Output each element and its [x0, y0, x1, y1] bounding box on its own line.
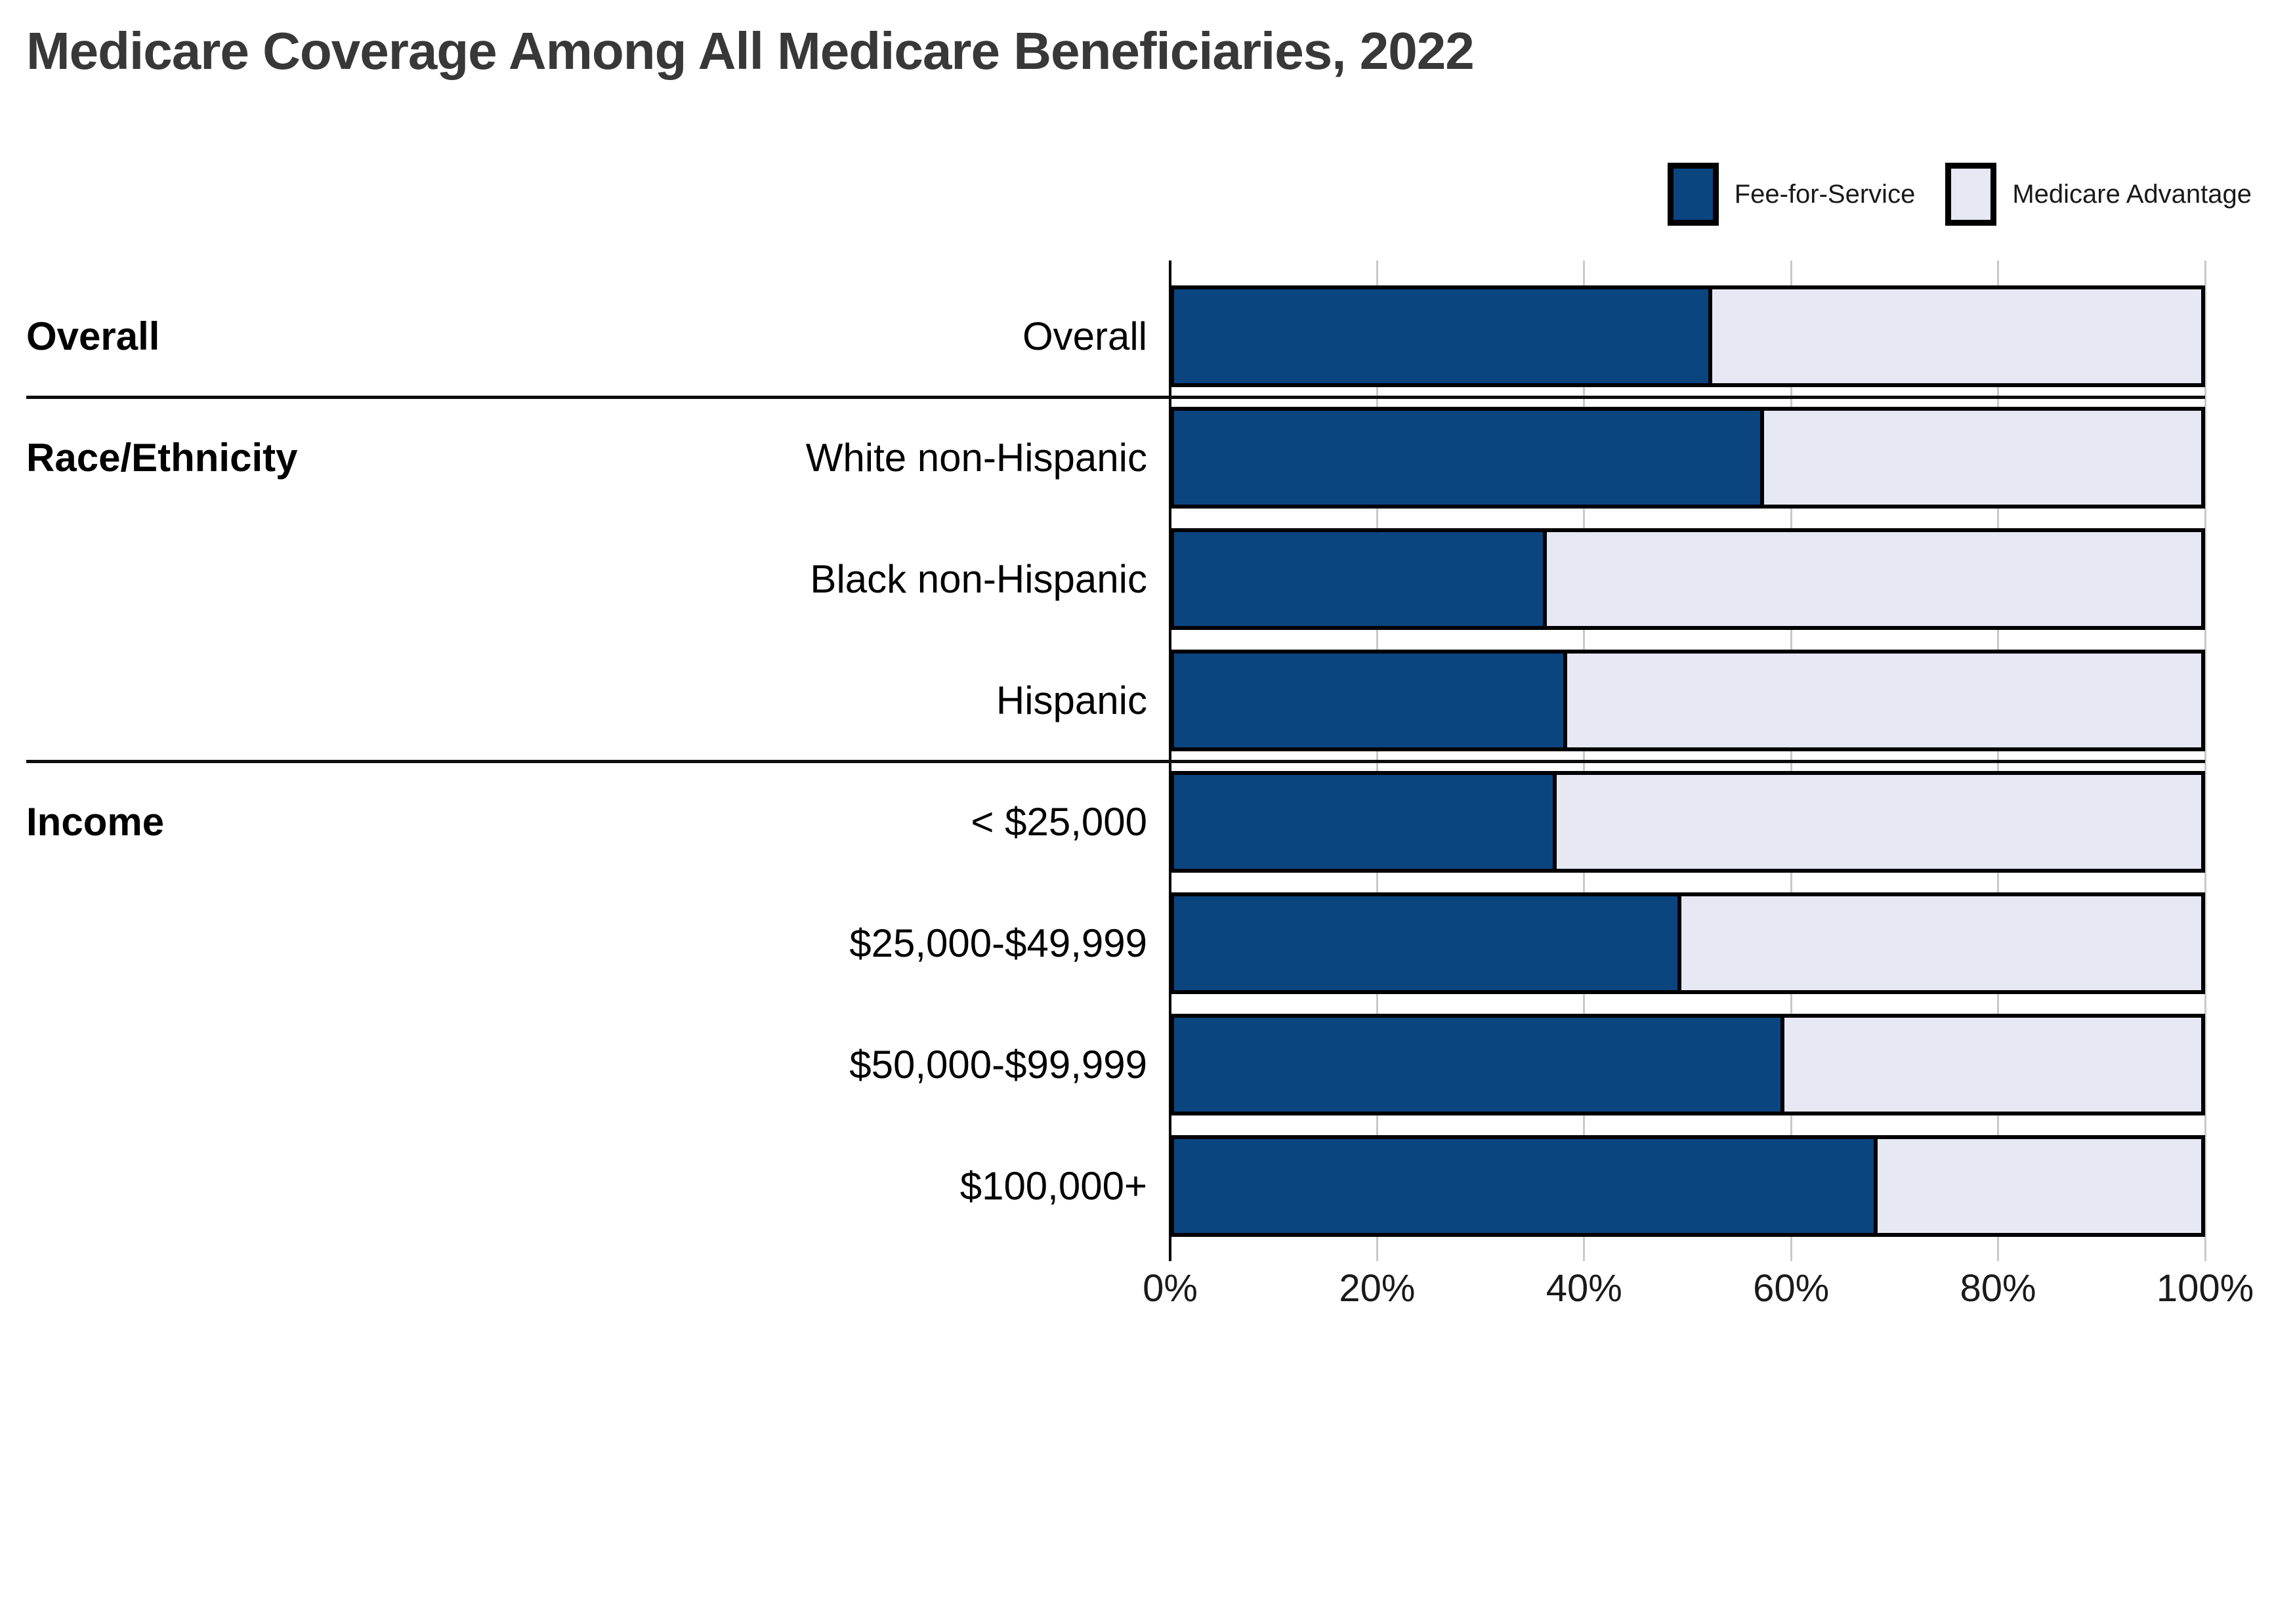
fee-for-service-segment: [1174, 1139, 1878, 1233]
row-label: $50,000-$99,999: [849, 1043, 1147, 1087]
medicare-advantage-swatch-icon: [1945, 163, 1997, 226]
legend: Fee-for-Service Medicare Advantage: [1667, 163, 2252, 226]
fee-for-service-segment: [1174, 896, 1681, 990]
stacked-bar: [1170, 650, 2205, 751]
x-tick-label: 60%: [1753, 1267, 1830, 1310]
row-label: White non-Hispanic: [805, 436, 1147, 480]
section-divider: [26, 760, 2205, 763]
fee-for-service-segment: [1174, 654, 1568, 747]
stacked-bar: [1170, 1014, 2205, 1115]
stacked-bar: [1170, 285, 2205, 387]
fee-for-service-segment: [1174, 1018, 1785, 1112]
row-label: $100,000+: [959, 1164, 1147, 1208]
fee-for-service-swatch-icon: [1667, 163, 1719, 226]
row-label: < $25,000: [971, 800, 1147, 844]
legend-item-fee-for-service: Fee-for-Service: [1667, 163, 1916, 226]
row-label: Hispanic: [996, 678, 1147, 722]
gridline-100: [2204, 260, 2206, 1261]
section-header-overall: Overall: [26, 314, 160, 358]
section-header-race-ethnicity: Race/Ethnicity: [26, 436, 298, 480]
legend-label: Medicare Advantage: [2012, 179, 2252, 209]
x-tick-label: 40%: [1546, 1267, 1622, 1310]
stacked-bar: [1170, 1135, 2205, 1237]
stacked-bar: [1170, 528, 2205, 630]
legend-item-medicare-advantage: Medicare Advantage: [1945, 163, 2252, 226]
x-tick-label: 0%: [1143, 1267, 1198, 1310]
fee-for-service-segment: [1174, 532, 1547, 626]
section-header-income: Income: [26, 800, 165, 844]
legend-label: Fee-for-Service: [1734, 179, 1916, 209]
row-label: $25,000-$49,999: [849, 921, 1147, 965]
stacked-bar: [1170, 407, 2205, 509]
row-label: Overall: [1022, 314, 1147, 358]
fee-for-service-segment: [1174, 775, 1557, 869]
stacked-bar: [1170, 892, 2205, 994]
fee-for-service-segment: [1174, 411, 1764, 505]
x-tick-label: 20%: [1339, 1267, 1416, 1310]
section-divider: [26, 396, 2205, 399]
row-label: Black non-Hispanic: [810, 557, 1147, 601]
x-tick-label: 100%: [2156, 1267, 2254, 1310]
x-tick-label: 80%: [1960, 1267, 2036, 1310]
fee-for-service-segment: [1174, 289, 1713, 383]
chart-title: Medicare Coverage Among All Medicare Ben…: [26, 22, 1475, 80]
stacked-bar: [1170, 771, 2205, 873]
